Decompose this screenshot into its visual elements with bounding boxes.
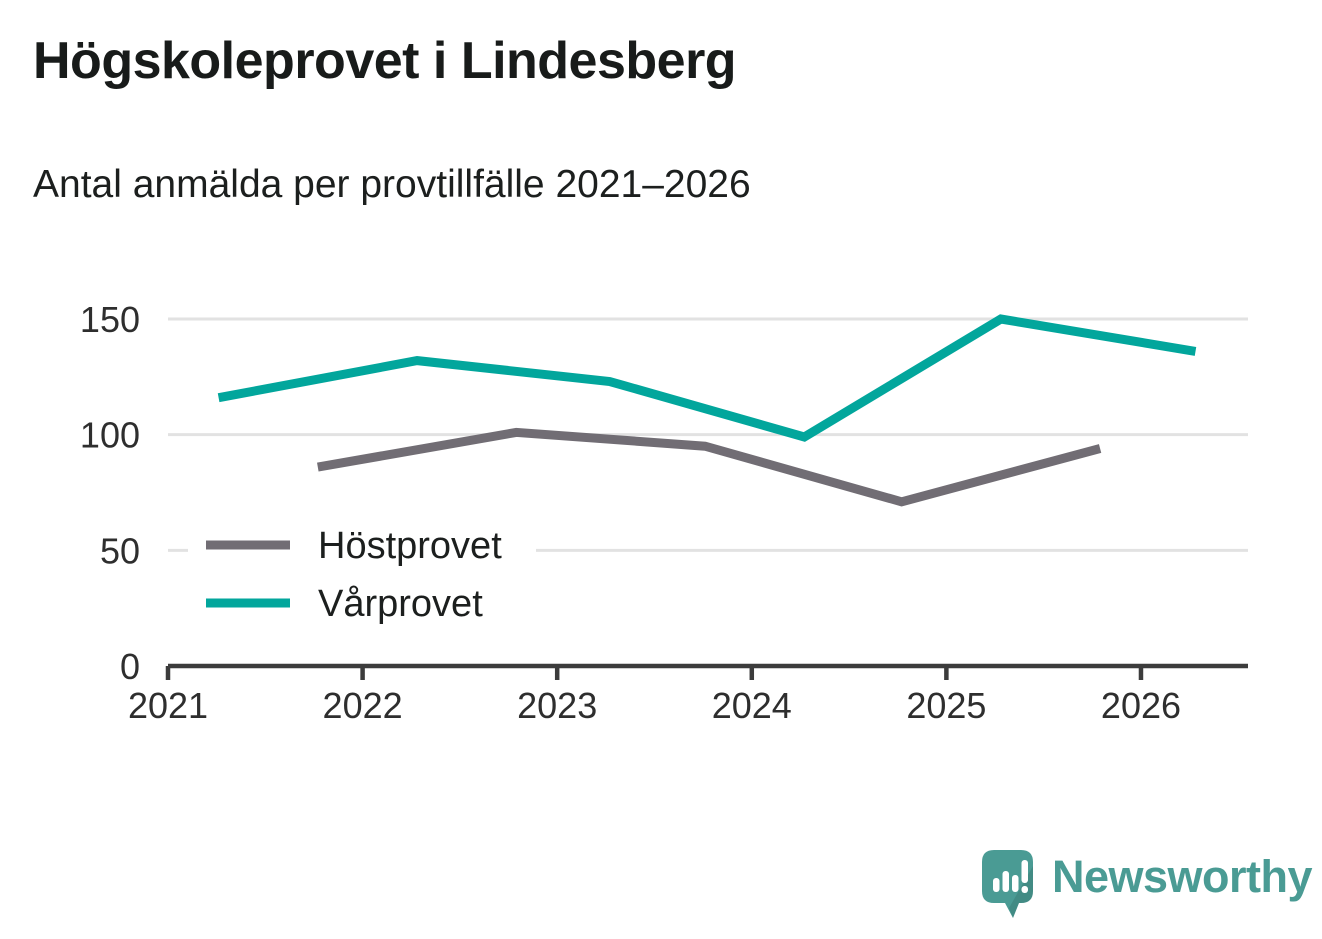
logo-bubble-icon — [982, 850, 1033, 918]
series-line-hostprovet — [317, 427, 1102, 507]
x-tick-label-2025: 2025 — [906, 685, 986, 726]
x-tick-label-2026: 2026 — [1101, 685, 1181, 726]
brand-name: Newsworthy — [1052, 851, 1313, 902]
y-tick-label-50: 50 — [100, 530, 140, 571]
line-chart: Höstprovet Vårprovet 2021 2022 2023 2024 2025 2… — [80, 299, 1248, 726]
newsworthy-logo-icon — [982, 850, 1033, 918]
chart-subtitle: Antal anmälda per provtillfälle 2021–202… — [33, 163, 751, 206]
y-tick-label-100: 100 — [80, 415, 140, 456]
newsworthy-logo: Newsworthy — [975, 838, 1315, 933]
x-tick-label-2022: 2022 — [323, 685, 403, 726]
y-tick-label-0: 0 — [120, 646, 140, 687]
y-tick-label-150: 150 — [80, 299, 140, 340]
series-line-varprovet — [217, 314, 1197, 442]
logo-exclamation-stem — [1021, 860, 1028, 883]
legend-label-hostprovet: Höstprovet — [318, 525, 502, 567]
logo-barchart-glyph — [993, 860, 1028, 893]
chart-title: Högskoleprovet i Lindesberg — [33, 32, 737, 90]
x-tick-label-2023: 2023 — [517, 685, 597, 726]
legend-label-varprovet: Vårprovet — [318, 583, 483, 625]
logo-exclamation-dot — [1021, 886, 1028, 893]
x-tick-label-2024: 2024 — [712, 685, 792, 726]
x-tick-label-2021: 2021 — [128, 685, 208, 726]
